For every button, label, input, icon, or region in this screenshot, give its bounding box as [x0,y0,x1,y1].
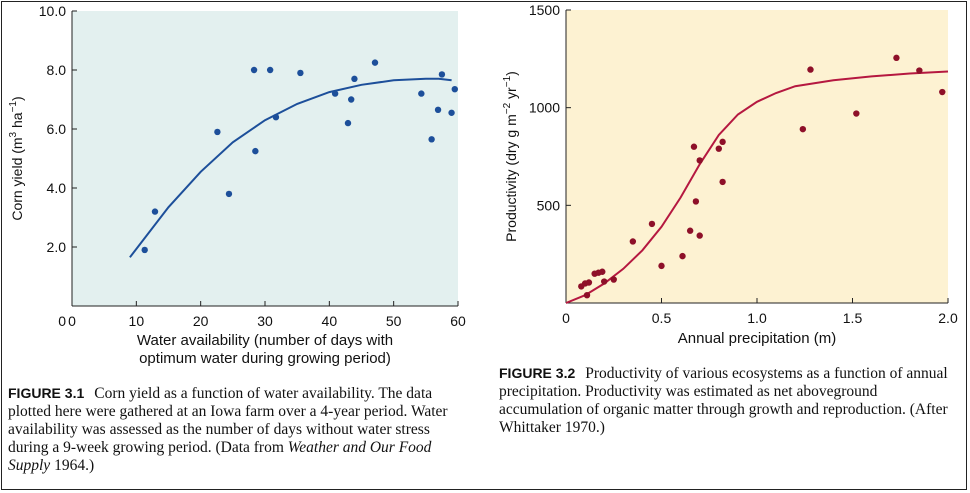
y-axis-label-part: yr [503,87,519,103]
data-point [344,119,352,127]
x-tick-label: 1.0 [747,310,767,326]
data-point [690,143,698,150]
y-axis-label: Corn yield (m3 ha−1) [8,96,25,220]
x-tick-label: 50 [386,313,402,329]
x-axis-label: Annual precipitation (m) [678,330,836,347]
data-point [225,190,233,198]
fitted-curve [565,70,949,304]
fitted-curve [129,77,452,258]
y-tick-label: 6.0 [47,121,67,137]
data-point [679,252,686,260]
data-point [438,71,446,78]
data-point [696,232,703,239]
data-point [719,178,726,186]
data-point [214,128,221,136]
figure-3-1-caption: FIGURE 3.1 Corn yield as a function of wa… [8,384,468,475]
y-axis-label-part: ha [9,112,25,132]
data-point [297,69,304,77]
y-tick-label: 500 [537,197,561,213]
figure-3-2-label: FIGURE 3.2 [499,365,576,381]
data-point [351,75,358,83]
data-point [696,157,703,164]
y-axis-label-superscript: 3 [8,131,19,137]
figure-3-1-label: FIGURE 3.1 [8,385,85,401]
data-point [799,125,807,133]
data-point [648,220,656,228]
data-point [715,145,722,152]
y-axis-label-superscript: −1 [502,75,513,87]
figure-3-2-caption: FIGURE 3.2 Productivity of various ecosys… [499,364,949,437]
data-point [418,90,425,97]
data-point [692,198,700,205]
data-point [250,66,258,74]
y-axis-label: Productivity (dry g m−2 yr−1) [502,71,519,242]
y-tick-label: 10.0 [39,3,66,19]
y-tick-label: 1000 [529,100,560,116]
data-point [451,85,458,93]
x-tick-label: 20 [193,313,209,329]
x-tick-label: 1.5 [843,310,863,326]
data-point [599,268,606,275]
data-point [658,262,665,270]
data-point [371,59,379,66]
data-point [601,278,608,285]
x-tick-label: 0 [562,310,570,326]
y-axis-label-part: Productivity (dry g m [503,114,519,242]
data-point [610,276,617,283]
x-axis-label-line: Water availability (number of days with [137,332,393,349]
data-point [141,246,148,254]
data-point [719,138,726,146]
data-point [807,66,814,73]
y-axis-label-superscript: −1 [8,101,19,113]
x-tick-label: 30 [257,313,273,329]
x-tick-label: 10 [129,313,145,329]
data-point [266,66,274,74]
y-axis-label-part: ) [9,96,25,101]
data-point [893,54,900,62]
data-point [939,88,946,96]
data-point [585,279,593,286]
x-tick-label: 60 [450,313,466,329]
data-point [252,147,259,155]
data-point [434,106,442,114]
figure-3-1-caption-end: 1964.) [50,457,95,474]
data-point [629,238,637,245]
y-zero-label: 0 [58,313,66,329]
x-tick-label: 0 [68,313,76,329]
data-point [916,67,923,74]
y-axis-label-part: ) [503,71,519,76]
y-tick-label: 8.0 [47,62,67,78]
data-point [272,114,280,121]
y-tick-label: 2.0 [47,239,67,255]
data-point [583,291,591,299]
data-point [331,90,339,97]
y-axis-label-part: Corn yield (m [9,137,25,220]
figure-3-2-caption-text: Productivity of various ecosystems as a … [499,365,948,436]
data-point [686,227,694,234]
y-tick-label: 1500 [529,2,560,18]
data-point [151,208,159,215]
data-point [448,109,455,116]
data-point [428,136,435,143]
productivity-chart: 0 0.5 1.0 1.5 2.0 500 1000 1500 Productivity (dr… [502,2,958,347]
x-axis-label-line: optimum water during growing period) [139,350,391,367]
data-point [348,96,355,103]
x-tick-label: 2.0 [938,310,958,326]
y-axis-label-superscript: −2 [502,102,513,114]
y-tick-label: 4.0 [47,180,67,196]
x-tick-label: 40 [322,313,338,329]
data-point [853,110,860,117]
figure-3-1-source: Weather and Our Food Supply [8,439,432,474]
plot-area [72,11,458,306]
plot-area [566,10,948,303]
x-tick-label: 0.5 [652,310,672,326]
figure-3-1-caption-text: Corn yield as a function of water availa… [8,385,448,456]
